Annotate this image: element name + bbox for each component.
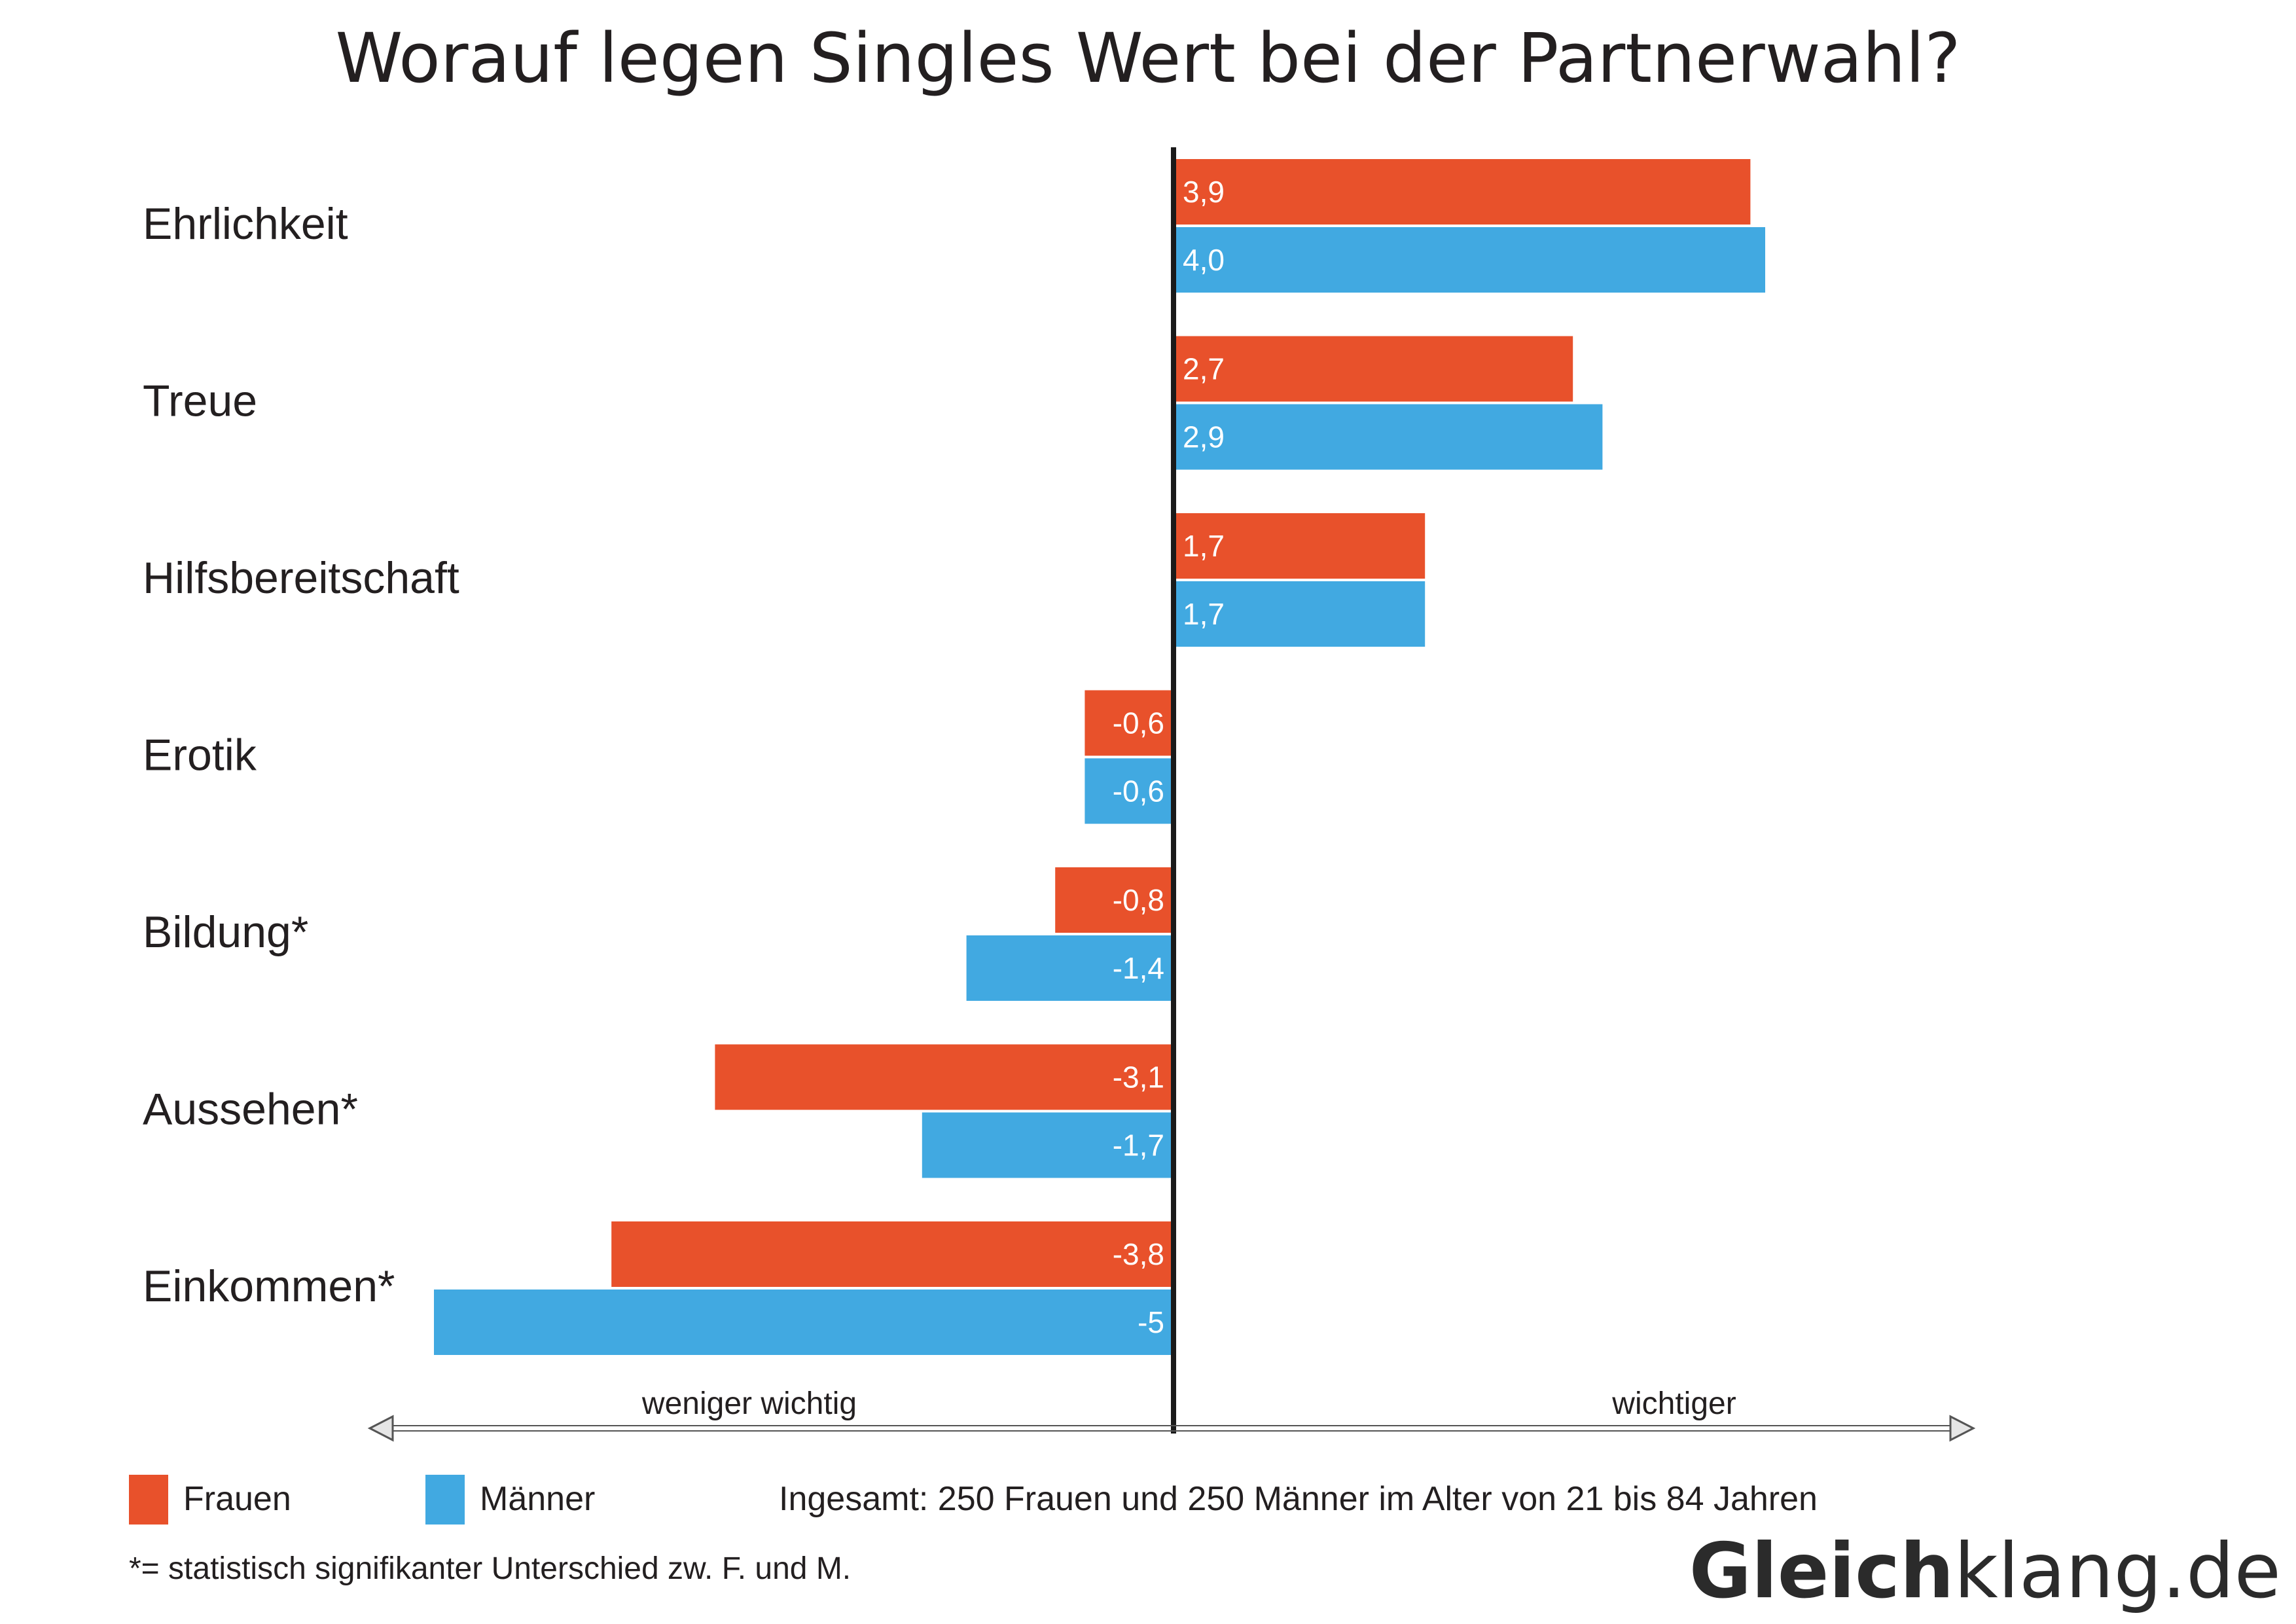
bar-value-label: 1,7 [1183, 529, 1225, 563]
bar-value-label: -0,6 [1113, 774, 1164, 808]
bar-value-label: -3,8 [1113, 1237, 1164, 1271]
category-label: Aussehen* [143, 1085, 358, 1134]
bars [434, 159, 1765, 1355]
bar-value-label: 4,0 [1183, 243, 1225, 277]
bar-frauen [1055, 867, 1174, 933]
bar-frauen [1174, 336, 1573, 402]
brand-bold: Gleich [1689, 1527, 1954, 1615]
brand-logo: Gleichklang.de [1689, 1527, 2281, 1615]
bar-frauen [1174, 159, 1751, 225]
bar-frauen [715, 1044, 1174, 1110]
brand-regular: klang.de [1954, 1527, 2281, 1615]
bar-maenner [1174, 404, 1603, 470]
axis-right-label: wichtiger [1611, 1386, 1736, 1421]
chart-title: Worauf legen Singles Wert bei der Partne… [335, 18, 1960, 98]
bar-maenner [434, 1290, 1174, 1355]
bar-value-label: 1,7 [1183, 597, 1225, 631]
legend-swatch-frauen [129, 1475, 168, 1525]
bar-value-label: -0,8 [1113, 883, 1164, 917]
category-label: Erotik [143, 731, 257, 780]
bar-value-label: -0,6 [1113, 706, 1164, 740]
bar-maenner [1174, 581, 1426, 647]
direction-arrow [367, 1415, 1976, 1442]
bar-maenner [1085, 758, 1174, 824]
category-label: Bildung* [143, 907, 308, 957]
sample-note: Ingesamt: 250 Frauen und 250 Männer im A… [779, 1480, 1818, 1518]
bar-frauen [1174, 513, 1426, 579]
bar-value-label: -5 [1138, 1305, 1164, 1339]
category-label: Einkommen* [143, 1261, 395, 1311]
bar-value-labels: 3,9 4,0 2,7 2,9 1,7 1,7 -0,6 -0,6 -0,8 -1,4 -3,1 -1… [1113, 175, 1225, 1339]
bar-frauen [611, 1221, 1174, 1287]
legend: Frauen Männer [129, 1475, 595, 1525]
bar-maenner [922, 1112, 1174, 1178]
bar-maenner [1174, 227, 1765, 293]
category-label: Ehrlichkeit [143, 199, 348, 249]
arrow-right-head [1949, 1415, 1976, 1442]
bar-value-label: 3,9 [1183, 175, 1225, 209]
footnote: *= statistisch signifikanter Unterschied… [129, 1551, 851, 1586]
legend-label-maenner: Männer [480, 1480, 595, 1518]
bar-value-label: -1,7 [1113, 1128, 1164, 1163]
bar-maenner [966, 935, 1174, 1001]
category-labels: Ehrlichkeit Treue Hilfsbereitschaft Erotik B… [143, 199, 459, 1311]
legend-swatch-maenner [425, 1475, 465, 1525]
axis-left-label: weniger wichtig [641, 1386, 857, 1421]
bar-value-label: 2,7 [1183, 352, 1225, 386]
category-label: Treue [143, 376, 257, 426]
bar-value-label: -3,1 [1113, 1060, 1164, 1094]
arrow-left-head [367, 1415, 394, 1442]
bar-value-label: -1,4 [1113, 951, 1164, 985]
category-label: Hilfsbereitschaft [143, 553, 459, 603]
bar-frauen [1085, 690, 1174, 756]
legend-label-frauen: Frauen [183, 1480, 291, 1518]
bar-value-label: 2,9 [1183, 420, 1225, 454]
